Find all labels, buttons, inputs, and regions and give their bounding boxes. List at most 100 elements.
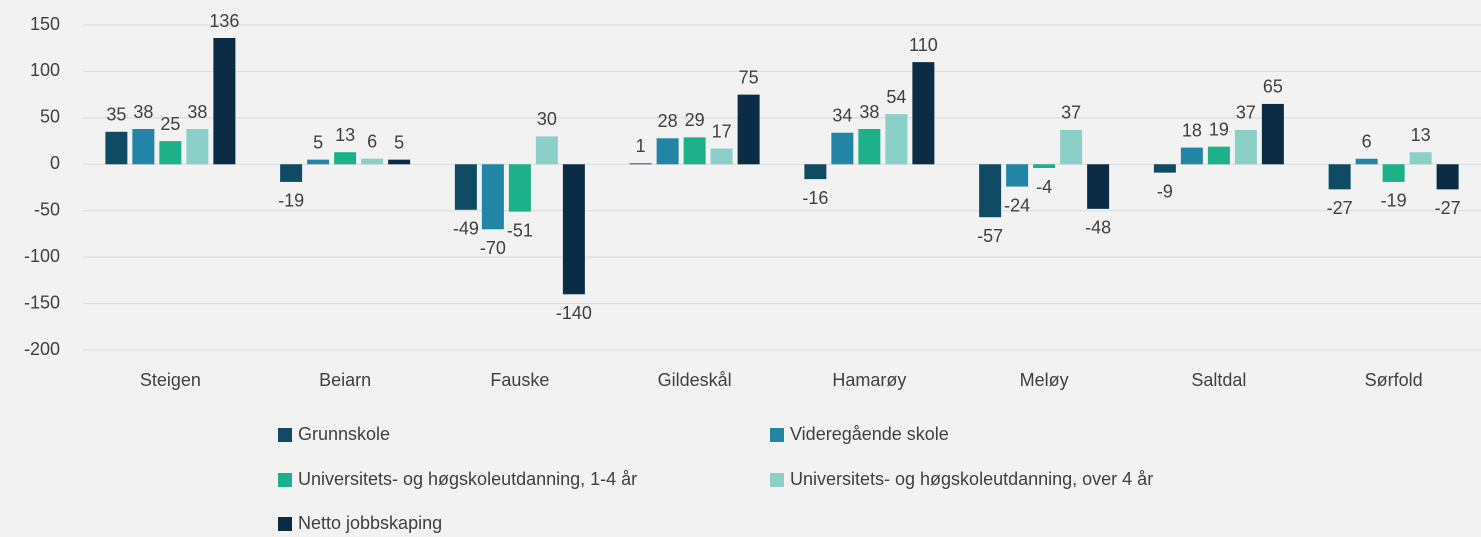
data-label: 38 xyxy=(133,102,153,122)
data-label: 35 xyxy=(106,105,126,125)
data-label: 38 xyxy=(859,102,879,122)
bar xyxy=(1382,164,1405,182)
y-tick-label: 50 xyxy=(40,107,60,127)
data-label: 5 xyxy=(394,132,404,152)
data-label: 54 xyxy=(886,87,906,107)
bar xyxy=(1409,152,1432,165)
data-label: -140 xyxy=(556,303,592,323)
bar xyxy=(508,164,531,212)
data-label: -48 xyxy=(1085,218,1111,238)
bar xyxy=(737,94,760,165)
bar xyxy=(979,164,1002,218)
data-label: 25 xyxy=(160,114,180,134)
data-label: 75 xyxy=(739,67,759,87)
data-label: 110 xyxy=(909,35,938,55)
bar xyxy=(1060,129,1083,165)
data-label: -57 xyxy=(977,226,1003,246)
data-label: 13 xyxy=(1411,125,1431,145)
legend-label: Netto jobbskaping xyxy=(298,513,442,533)
bar xyxy=(186,129,209,165)
data-label: -70 xyxy=(480,238,506,258)
bar xyxy=(629,163,652,165)
data-label: -19 xyxy=(278,191,304,211)
data-label: 6 xyxy=(367,131,377,151)
legend-swatch xyxy=(770,428,784,442)
data-label: 29 xyxy=(685,110,705,130)
legend-label: Universitets- og høgskoleutdanning, over… xyxy=(790,469,1153,489)
bar xyxy=(454,164,477,210)
y-tick-label: -150 xyxy=(24,292,60,312)
legend-label: Universitets- og høgskoleutdanning, 1-4 … xyxy=(298,469,637,489)
bar xyxy=(710,148,733,165)
x-tick-label: Meløy xyxy=(1020,370,1069,390)
data-label: 37 xyxy=(1236,103,1256,123)
bar xyxy=(1355,158,1378,165)
bar xyxy=(213,38,236,165)
data-label: 5 xyxy=(313,132,323,152)
data-label: 19 xyxy=(1209,119,1229,139)
legend-swatch xyxy=(278,428,292,442)
legend-swatch xyxy=(278,517,292,531)
bar xyxy=(280,164,303,182)
bar xyxy=(307,159,330,165)
data-label: 65 xyxy=(1263,77,1283,97)
data-label: 6 xyxy=(1362,131,1372,151)
y-tick-label: -100 xyxy=(24,246,60,266)
bar xyxy=(912,62,935,165)
legend-label: Videregående skole xyxy=(790,424,949,444)
y-tick-label: -50 xyxy=(34,199,60,219)
bar xyxy=(1207,146,1230,165)
data-label: -51 xyxy=(507,220,533,240)
bar xyxy=(1033,164,1056,168)
legend-label: Grunnskole xyxy=(298,424,390,444)
bar xyxy=(535,136,558,165)
data-label: -27 xyxy=(1435,198,1461,218)
legend-swatch xyxy=(770,473,784,487)
data-label: -24 xyxy=(1004,195,1030,215)
bar xyxy=(1180,147,1203,165)
data-label: 17 xyxy=(712,121,732,141)
data-label: 34 xyxy=(832,105,852,125)
bar xyxy=(1153,164,1176,173)
data-label: 37 xyxy=(1061,103,1081,123)
data-label: -49 xyxy=(453,219,479,239)
data-label: 1 xyxy=(636,136,646,156)
bar xyxy=(388,159,411,165)
data-label: 38 xyxy=(187,102,207,122)
data-label: 13 xyxy=(335,125,355,145)
x-tick-label: Hamarøy xyxy=(832,370,906,390)
data-label: -4 xyxy=(1036,177,1052,197)
bar xyxy=(1261,103,1284,165)
data-label: -19 xyxy=(1381,191,1407,211)
bar xyxy=(1087,164,1110,209)
bar xyxy=(831,132,854,165)
legend-swatch xyxy=(278,473,292,487)
bar xyxy=(1006,164,1029,187)
x-tick-label: Fauske xyxy=(490,370,549,390)
bar xyxy=(361,158,384,165)
bar xyxy=(1436,164,1459,190)
data-label: 28 xyxy=(658,111,678,131)
data-label: -27 xyxy=(1327,198,1353,218)
bar xyxy=(683,137,706,165)
bar xyxy=(159,141,182,165)
x-tick-label: Gildeskål xyxy=(658,370,732,390)
x-tick-label: Beiarn xyxy=(319,370,371,390)
bar xyxy=(334,152,357,165)
data-label: -16 xyxy=(802,188,828,208)
bar xyxy=(804,164,827,180)
bar xyxy=(858,129,881,165)
bar xyxy=(562,164,585,295)
bar xyxy=(132,129,155,165)
bar xyxy=(1328,164,1351,190)
bar xyxy=(105,131,128,165)
y-tick-label: 100 xyxy=(30,60,60,80)
bar xyxy=(481,164,504,230)
data-label: 18 xyxy=(1182,120,1202,140)
y-tick-label: -200 xyxy=(24,339,60,359)
x-tick-label: Steigen xyxy=(140,370,201,390)
data-label: -9 xyxy=(1157,181,1173,201)
data-label: 30 xyxy=(537,109,557,129)
bar xyxy=(656,138,679,165)
